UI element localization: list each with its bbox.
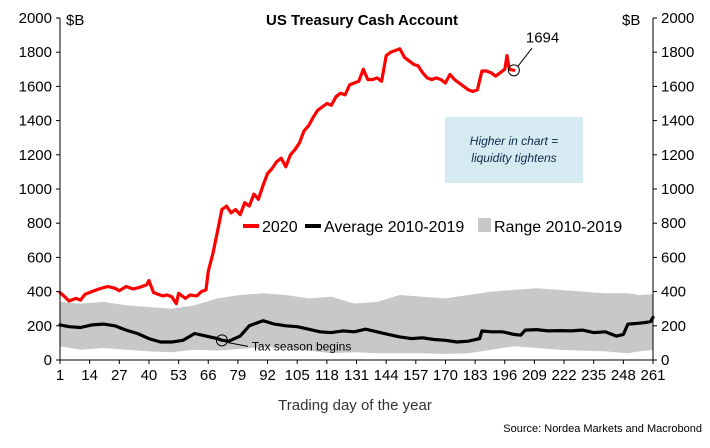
x-tick-label: 170 [433,367,458,384]
y-tick-label-right: 1200 [661,147,694,164]
tax-season-leader [226,341,249,347]
y-tick-label-right: 400 [661,284,686,301]
y-tick-label-left: 1200 [19,147,52,164]
x-tick-label: 222 [552,367,577,384]
y-tick-label-left: 1800 [19,44,52,61]
x-tick-labels: 1 14 27 40 53 66 79 92 105 118 131 144 157 170 183 196 2… [56,360,666,384]
y-tick-label-left: 200 [27,318,52,335]
series-line-2020 [58,47,516,306]
x-tick-label: 14 [81,367,98,384]
range-band-layer [60,288,653,354]
annotations: 1694 Tax season begins [215,29,559,353]
x-axis-label: Trading day of the year [278,397,432,414]
legend-swatch-range [478,218,491,232]
x-tick-label: 261 [640,367,665,384]
note-line-2: liquidity tightens [471,151,556,165]
x-tick-label: 1 [56,367,64,384]
y-tick-label-left: 2000 [19,10,52,27]
y-tick-label-left: 1600 [19,78,52,95]
x-tick-label: 235 [581,367,606,384]
x-tick-label: 105 [285,367,310,384]
legend-label-2020: 2020 [262,219,298,236]
chart-title: US Treasury Cash Account [266,12,458,29]
y-tick-label-left: 0 [44,352,52,369]
y-tick-label-right: 0 [661,352,669,369]
last-value-marker [507,64,520,77]
x-tick-label: 53 [170,367,187,384]
source-note: Source: Nordea Markets and Macrobond [503,423,702,435]
x-tick-label: 157 [403,367,428,384]
x-tick-label: 40 [141,367,158,384]
last-value-leader [517,48,533,67]
x-tick-label: 92 [259,367,276,384]
y-tick-label-left: 1000 [19,181,52,198]
y-tick-label-right: 1800 [661,44,694,61]
series-layer [58,47,655,344]
y-tick-label-right: 2000 [661,10,694,27]
x-tick-label: 209 [522,367,547,384]
y-tick-label-left: 1400 [19,113,52,130]
y-tick-label-left: 600 [27,249,52,266]
y-tick-label-left: 400 [27,284,52,301]
y-tick-label-right: 200 [661,318,686,335]
y-unit-left: $B [66,12,84,29]
legend-label-range: Range 2010-2019 [494,219,622,236]
x-tick-label: 196 [492,367,517,384]
y-tick-labels: 0 0 200 200 400 400 600 600 800 800 1000 1000 1200 12… [19,10,695,369]
x-tick-label: 27 [111,367,128,384]
x-tick-label: 118 [315,367,339,384]
y-tick-label-right: 1000 [661,181,694,198]
y-tick-label-right: 600 [661,249,686,266]
last-value-label: 1694 [526,29,559,46]
x-tick-label: 66 [200,367,217,384]
tax-season-label: Tax season begins [252,339,351,353]
y-tick-label-right: 1600 [661,78,694,95]
series-line-average [58,315,655,344]
note-line-1: Higher in chart = [470,134,558,148]
y-unit-right: $B [622,12,640,29]
note-box [445,117,583,183]
x-tick-label: 183 [463,367,488,384]
y-tick-label-right: 1400 [661,113,694,130]
x-tick-label: 79 [230,367,247,384]
tax-season-marker [215,334,228,347]
x-tick-label: 131 [344,367,369,384]
x-tick-label: 248 [611,367,636,384]
y-tick-label-right: 800 [661,215,686,232]
x-tick-label: 144 [374,367,399,384]
legend: 2020 Average 2010-2019 Range 2010-2019 [243,218,622,236]
range-band-area [60,288,653,354]
legend-label-average: Average 2010-2019 [324,219,464,236]
y-tick-label-left: 800 [27,215,52,232]
